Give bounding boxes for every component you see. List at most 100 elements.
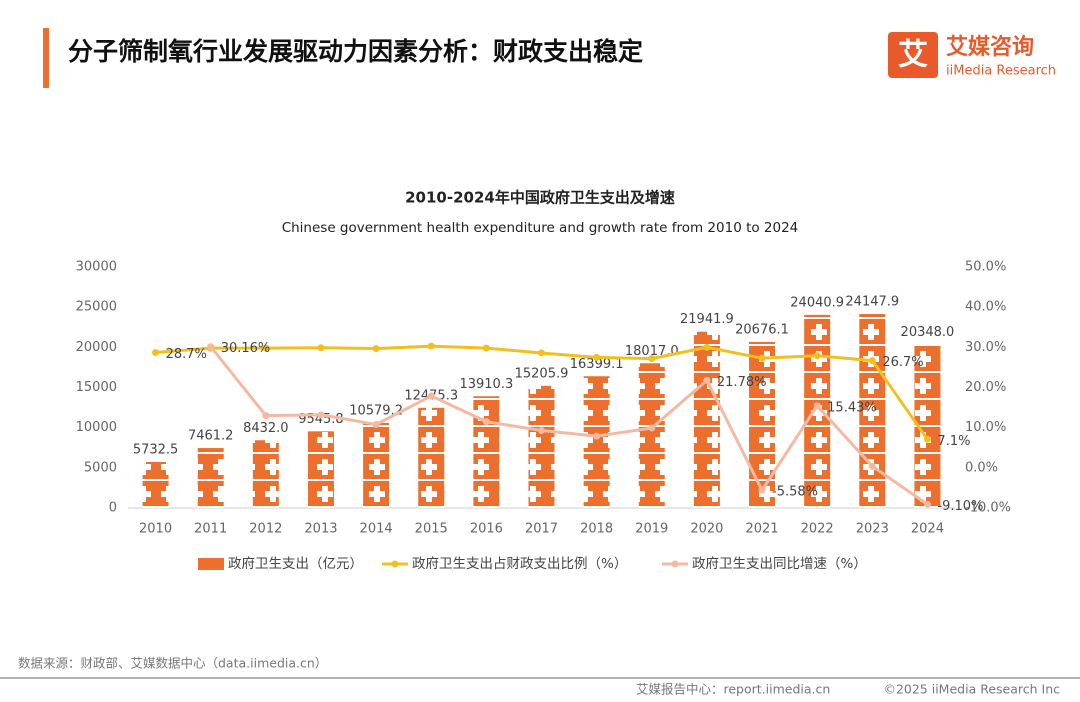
bar	[583, 376, 610, 508]
x-tick-label: 2012	[249, 522, 282, 537]
line-point	[923, 500, 931, 508]
legend-label: 政府卫生支出占财政支出比例（%）	[412, 556, 627, 572]
bar	[142, 461, 169, 508]
bar-value-label: 5732.5	[133, 442, 179, 457]
x-tick-label: 2017	[525, 522, 558, 537]
bar	[859, 314, 886, 508]
line-point	[482, 418, 490, 426]
line-point	[868, 357, 876, 365]
bar-value-label: 21941.9	[680, 312, 734, 327]
y-tick-label: 15000	[76, 380, 117, 395]
line-point	[152, 349, 160, 357]
x-tick-label: 2018	[580, 522, 613, 537]
legend-swatch	[671, 560, 679, 568]
bar-value-label: 8432.0	[243, 421, 289, 436]
bar-value-label: 16399.1	[570, 357, 624, 372]
bar	[252, 440, 279, 508]
line-point	[482, 344, 490, 352]
bar	[307, 431, 334, 508]
line-point	[262, 412, 270, 420]
y-tick-label: 30000	[76, 260, 117, 275]
bar	[363, 423, 390, 508]
chart-title: 2010-2024年中国政府卫生支出及增速	[405, 189, 675, 207]
line-point	[317, 411, 325, 419]
bar	[804, 314, 831, 508]
line-point	[538, 349, 545, 357]
line-point	[758, 354, 766, 362]
line-point	[538, 426, 545, 434]
line-value-label: 7.1%	[937, 434, 970, 449]
y2-tick-label: 40.0%	[965, 300, 1006, 315]
line-point	[648, 355, 656, 363]
line-value-label: 26.7%	[882, 355, 923, 370]
line-value-label: 15.43%	[827, 400, 877, 415]
x-tick-label: 2022	[801, 522, 834, 537]
line-point	[427, 392, 435, 400]
bar-value-label: 24147.9	[845, 295, 899, 310]
x-tick-label: 2024	[911, 522, 944, 537]
line-point	[813, 352, 821, 360]
line-value-label: -9.10%	[937, 499, 983, 514]
page-title: 分子筛制氧行业发展驱动力因素分析：财政支出稳定	[68, 37, 643, 66]
line-point	[648, 424, 656, 432]
line	[209, 345, 929, 506]
y-tick-label: 0	[109, 501, 117, 516]
line-point	[703, 343, 711, 351]
x-tick-label: 2019	[635, 522, 668, 537]
x-tick-label: 2020	[690, 522, 723, 537]
bar	[197, 448, 224, 508]
footer-copyright: ©2025 iiMedia Research Inc	[883, 682, 1060, 697]
line-point	[813, 402, 821, 410]
y2-tick-label: -10.0%	[965, 501, 1011, 516]
bar	[749, 341, 776, 508]
legend-label: 政府卫生支出（亿元）	[228, 556, 363, 572]
source: 数据来源：财政部、艾媒数据中心（data.iimedia.cn）	[18, 656, 327, 671]
line-point	[593, 432, 601, 440]
x-tick-label: 2011	[194, 522, 227, 537]
bar-value-label: 13910.3	[459, 377, 513, 392]
x-tick-label: 2021	[745, 522, 778, 537]
line-point	[868, 462, 876, 470]
line-point	[207, 343, 215, 351]
line-point	[923, 435, 931, 443]
y-tick-label: 5000	[84, 460, 117, 475]
logo-name: 艾媒咨询	[946, 34, 1034, 60]
legend-swatch	[198, 558, 224, 570]
y2-tick-label: 50.0%	[965, 260, 1006, 275]
line-point	[703, 376, 711, 384]
x-tick-label: 2016	[470, 522, 503, 537]
line-value-label: 28.7%	[166, 347, 207, 362]
x-tick-label: 2014	[360, 522, 393, 537]
bar-value-label: 15205.9	[515, 366, 569, 381]
line-point	[427, 342, 435, 350]
x-tick-label: 2013	[304, 522, 337, 537]
y-tick-label: 10000	[76, 420, 117, 435]
logo-mark: 艾	[898, 38, 928, 73]
legend-swatch	[391, 560, 399, 568]
title-accent	[43, 28, 49, 88]
x-tick-label: 2015	[415, 522, 448, 537]
bar	[693, 331, 720, 508]
y2-tick-label: 0.0%	[965, 460, 998, 475]
bar	[638, 363, 665, 508]
bar-value-label: 20676.1	[735, 322, 789, 337]
bar-value-label: 24040.9	[790, 295, 844, 310]
line-value-label: 21.78%	[717, 375, 767, 390]
y2-tick-label: 30.0%	[965, 340, 1006, 355]
chart-subtitle: Chinese government health expenditure an…	[282, 220, 799, 236]
legend-label: 政府卫生支出同比增速（%）	[692, 556, 867, 572]
bar-value-label: 7461.2	[188, 429, 234, 444]
line-point	[758, 486, 766, 494]
x-tick-label: 2010	[139, 522, 172, 537]
y-tick-label: 25000	[76, 300, 117, 315]
y2-tick-label: 10.0%	[965, 420, 1006, 435]
bar	[473, 396, 500, 508]
line-value-label: -5.58%	[772, 485, 818, 500]
bar-value-label: 10579.2	[349, 404, 403, 419]
line-point	[317, 344, 325, 352]
bar	[528, 385, 555, 508]
bar-value-label: 20348.0	[901, 325, 955, 340]
line-value-label: 30.16%	[221, 341, 271, 356]
y2-tick-label: 20.0%	[965, 380, 1006, 395]
